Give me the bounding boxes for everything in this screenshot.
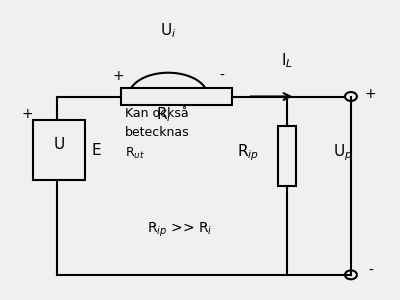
Text: U: U [53, 136, 65, 152]
Text: -: - [368, 263, 373, 278]
Bar [278, 126, 296, 186]
Text: +: + [113, 69, 124, 83]
Text: I$_L$: I$_L$ [282, 52, 293, 70]
Bar [120, 88, 232, 105]
Text: +: + [21, 107, 33, 121]
Text: R$_i$: R$_i$ [156, 105, 172, 124]
Text: R$_{ip}$: R$_{ip}$ [237, 143, 259, 163]
Text: R$_{ip}$ >> R$_i$: R$_{ip}$ >> R$_i$ [147, 221, 213, 239]
Text: U$_p$: U$_p$ [333, 143, 353, 163]
Text: U$_i$: U$_i$ [160, 22, 176, 40]
Text: -: - [220, 69, 224, 83]
Text: +: + [365, 86, 377, 100]
Text: Kan också
betecknas
R$_{ut}$: Kan också betecknas R$_{ut}$ [124, 107, 189, 160]
Text: E: E [92, 142, 102, 158]
Bar [33, 120, 85, 180]
